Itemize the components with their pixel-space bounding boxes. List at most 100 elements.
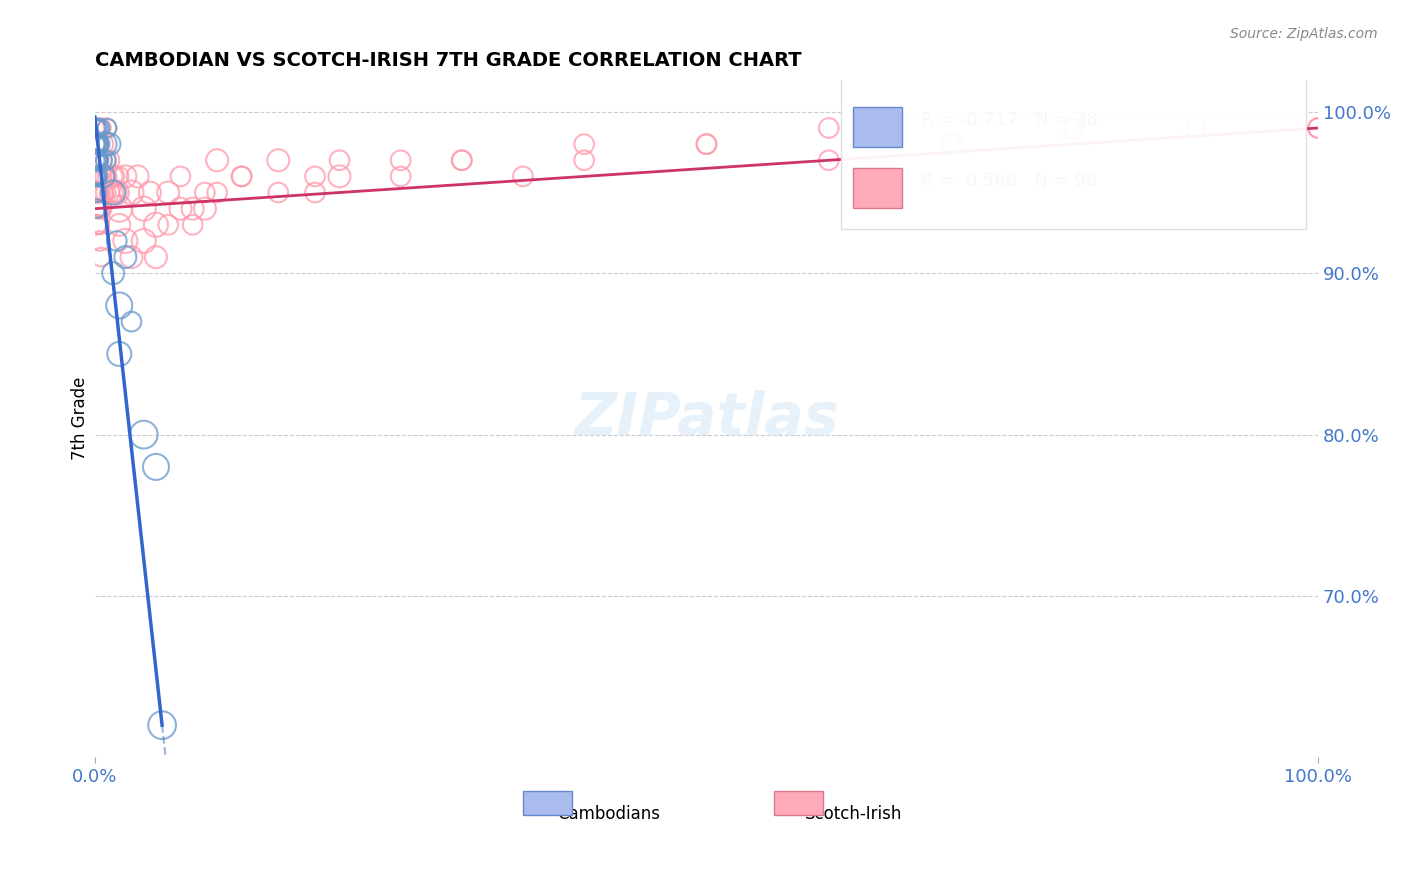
Point bbox=[93, 186, 115, 200]
Point bbox=[90, 120, 112, 135]
Point bbox=[121, 250, 143, 264]
Point bbox=[101, 186, 124, 200]
Point bbox=[94, 153, 117, 168]
Point bbox=[450, 153, 472, 168]
Point bbox=[194, 186, 217, 200]
Point bbox=[84, 202, 107, 216]
Point bbox=[389, 169, 412, 184]
Point bbox=[108, 299, 131, 313]
Point bbox=[817, 120, 839, 135]
Point bbox=[86, 153, 108, 168]
Point bbox=[145, 218, 167, 232]
Point bbox=[572, 153, 595, 168]
FancyBboxPatch shape bbox=[523, 791, 572, 815]
Point bbox=[89, 137, 111, 152]
Point bbox=[101, 169, 124, 184]
Point bbox=[87, 137, 110, 152]
Point bbox=[114, 250, 136, 264]
Point bbox=[121, 315, 143, 329]
Point bbox=[84, 218, 107, 232]
Point bbox=[304, 169, 326, 184]
Point bbox=[86, 186, 108, 200]
Point bbox=[108, 202, 131, 216]
Point bbox=[86, 169, 108, 184]
Point bbox=[127, 169, 149, 184]
Text: Scotch-Irish: Scotch-Irish bbox=[804, 805, 903, 822]
Point bbox=[695, 137, 717, 152]
Point bbox=[817, 153, 839, 168]
Point bbox=[93, 186, 115, 200]
Point bbox=[231, 169, 253, 184]
Point bbox=[1308, 120, 1330, 135]
Point bbox=[267, 186, 290, 200]
Point bbox=[205, 153, 228, 168]
Point bbox=[84, 153, 107, 168]
Text: R = -0.717   N = 38: R = -0.717 N = 38 bbox=[921, 112, 1098, 129]
Point bbox=[84, 169, 107, 184]
Point bbox=[169, 202, 191, 216]
Point bbox=[231, 169, 253, 184]
Point bbox=[89, 120, 111, 135]
Point bbox=[98, 153, 121, 168]
Point bbox=[84, 137, 107, 152]
Text: ZIPatlas: ZIPatlas bbox=[574, 390, 839, 447]
Point bbox=[89, 218, 111, 232]
Point bbox=[90, 250, 112, 264]
Point bbox=[108, 218, 131, 232]
Point bbox=[939, 137, 962, 152]
Point bbox=[89, 202, 111, 216]
Point bbox=[86, 186, 108, 200]
Point bbox=[98, 137, 121, 152]
Text: Source: ZipAtlas.com: Source: ZipAtlas.com bbox=[1230, 27, 1378, 41]
Point bbox=[93, 137, 115, 152]
Point bbox=[84, 120, 107, 135]
Text: R =  0.568   N = 98: R = 0.568 N = 98 bbox=[921, 172, 1097, 190]
Point bbox=[86, 169, 108, 184]
Point bbox=[157, 186, 180, 200]
Point bbox=[84, 137, 107, 152]
Point bbox=[84, 186, 107, 200]
Point bbox=[205, 186, 228, 200]
Point bbox=[89, 186, 111, 200]
Point bbox=[121, 186, 143, 200]
Point bbox=[96, 120, 118, 135]
Point bbox=[96, 120, 118, 135]
Point bbox=[93, 169, 115, 184]
FancyBboxPatch shape bbox=[853, 168, 903, 209]
Point bbox=[328, 169, 350, 184]
Point bbox=[108, 169, 131, 184]
Point bbox=[84, 137, 107, 152]
Point bbox=[132, 427, 155, 442]
Point bbox=[91, 202, 114, 216]
Point bbox=[157, 218, 180, 232]
Text: CAMBODIAN VS SCOTCH-IRISH 7TH GRADE CORRELATION CHART: CAMBODIAN VS SCOTCH-IRISH 7TH GRADE CORR… bbox=[94, 51, 801, 70]
Point bbox=[181, 218, 204, 232]
Point bbox=[84, 137, 107, 152]
Point bbox=[105, 234, 128, 248]
Point bbox=[86, 169, 108, 184]
Point bbox=[114, 169, 136, 184]
Point bbox=[87, 153, 110, 168]
Point bbox=[328, 153, 350, 168]
Point bbox=[105, 186, 128, 200]
Point bbox=[84, 120, 107, 135]
Point bbox=[304, 186, 326, 200]
Point bbox=[86, 153, 108, 168]
Y-axis label: 7th Grade: 7th Grade bbox=[72, 376, 89, 460]
Point bbox=[145, 459, 167, 474]
Point bbox=[94, 153, 117, 168]
Point bbox=[139, 186, 162, 200]
Point bbox=[98, 186, 121, 200]
Point bbox=[84, 120, 107, 135]
Point bbox=[86, 153, 108, 168]
Point bbox=[89, 234, 111, 248]
Point bbox=[86, 153, 108, 168]
Point bbox=[94, 186, 117, 200]
Point bbox=[169, 169, 191, 184]
Point bbox=[1185, 120, 1208, 135]
Point bbox=[132, 234, 155, 248]
Point bbox=[1185, 120, 1208, 135]
Point bbox=[87, 153, 110, 168]
Point bbox=[87, 202, 110, 216]
Point bbox=[90, 202, 112, 216]
